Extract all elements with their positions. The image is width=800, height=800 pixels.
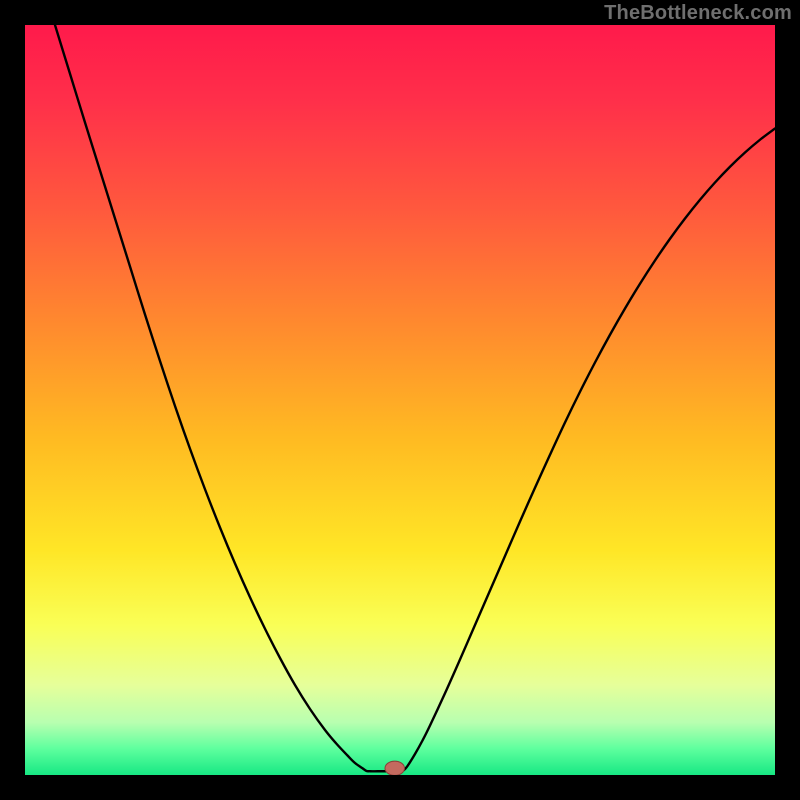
gradient-background xyxy=(25,25,775,775)
plot-area xyxy=(25,25,775,775)
bottleneck-chart xyxy=(0,0,800,800)
optimum-marker xyxy=(385,761,405,775)
source-watermark: TheBottleneck.com xyxy=(604,2,792,25)
chart-stage: TheBottleneck.com xyxy=(0,0,800,800)
